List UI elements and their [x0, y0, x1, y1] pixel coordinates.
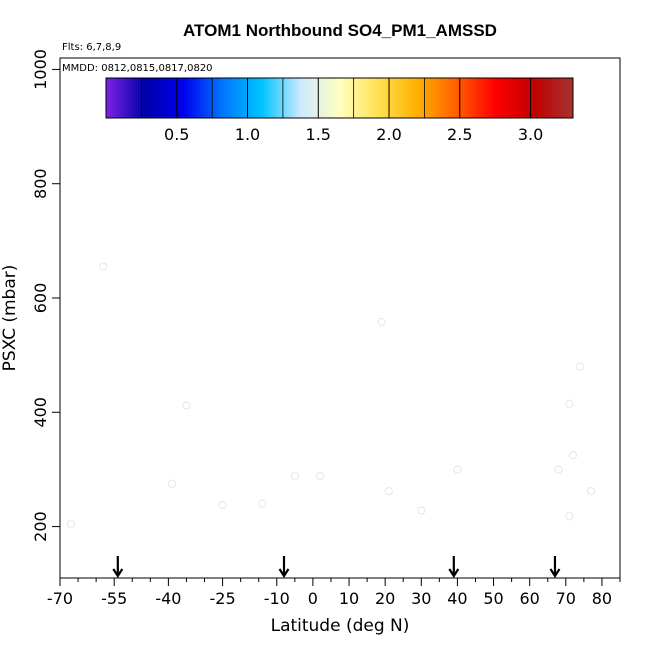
- observation-point: [99, 262, 108, 271]
- observation-point: [290, 472, 299, 481]
- y-axis-label: PSXC (mbar): [0, 265, 20, 372]
- colorbar-tick-label: 2.0: [376, 125, 401, 144]
- observation-point: [384, 487, 393, 496]
- x-tick-label: -25: [210, 589, 236, 608]
- x-tick-label: 50: [483, 589, 503, 608]
- observation-point: [167, 479, 177, 488]
- x-tick-label: 60: [519, 589, 539, 608]
- flight-arrow: [448, 556, 460, 579]
- colorbar-tick-label: 3.0: [518, 125, 543, 144]
- colorbar-ticks: 0.5 1.0 1.5 2.0 2.5 3.0: [140, 78, 543, 144]
- colorbar-tick-label: 2.5: [447, 125, 472, 144]
- observation-point: [258, 499, 267, 508]
- observation-point: [453, 465, 462, 474]
- x-axis-label: Latitude (deg N): [271, 616, 410, 636]
- x-tick-label: 30: [411, 589, 431, 608]
- x-tick-label: -40: [155, 589, 181, 608]
- x-tick-label: 40: [447, 589, 467, 608]
- y-axis: 200 400 600 800 1000: [31, 49, 60, 542]
- chart-title: ATOM1 Northbound SO4_PM1_AMSSD: [183, 21, 497, 40]
- x-tick-label: 0: [308, 589, 318, 608]
- x-tick-label: -10: [264, 589, 290, 608]
- observation-point: [377, 317, 386, 327]
- colorbar-tick-label: 0.5: [164, 125, 189, 144]
- dates-note: MMDD: 0812,0815,0817,0820: [62, 63, 213, 74]
- observation-point: [417, 506, 426, 515]
- x-tick-label: 80: [592, 589, 612, 608]
- observation-point: [554, 465, 563, 474]
- flight-arrow: [278, 556, 290, 579]
- y-tick-label: 200: [31, 511, 50, 542]
- observation-point: [576, 362, 585, 371]
- y-tick-label: 400: [31, 397, 50, 428]
- observation-point: [182, 401, 191, 410]
- observation-point: [587, 487, 596, 496]
- observation-markers: [66, 262, 596, 528]
- observation-point: [66, 519, 75, 528]
- x-tick-label: 10: [339, 589, 359, 608]
- y-tick-label: 600: [31, 283, 50, 314]
- observation-point: [565, 399, 574, 408]
- colorbar-tick-label: 1.0: [235, 125, 260, 144]
- flights-note: Flts: 6,7,8,9: [62, 42, 121, 53]
- colorbar: [105, 77, 574, 119]
- y-tick-label: 800: [31, 168, 50, 199]
- observation-point: [565, 512, 574, 521]
- flight-arrow: [112, 556, 124, 579]
- observation-point: [316, 472, 325, 481]
- observation-point: [218, 500, 227, 509]
- plot-frame: [59, 57, 621, 579]
- flight-arrow: [549, 556, 561, 579]
- x-tick-label: -70: [47, 589, 73, 608]
- x-tick-label: 20: [375, 589, 395, 608]
- flight-arrows: [112, 556, 561, 579]
- x-tick-label: 70: [556, 589, 576, 608]
- x-axis: -70 -55 -40 -25 -10 0 10 20 30 40 50 60 70 80: [47, 578, 621, 608]
- y-tick-label: 1000: [31, 49, 50, 90]
- x-tick-label: -55: [101, 589, 127, 608]
- observation-point: [568, 451, 578, 460]
- colorbar-tick-label: 1.5: [306, 125, 331, 144]
